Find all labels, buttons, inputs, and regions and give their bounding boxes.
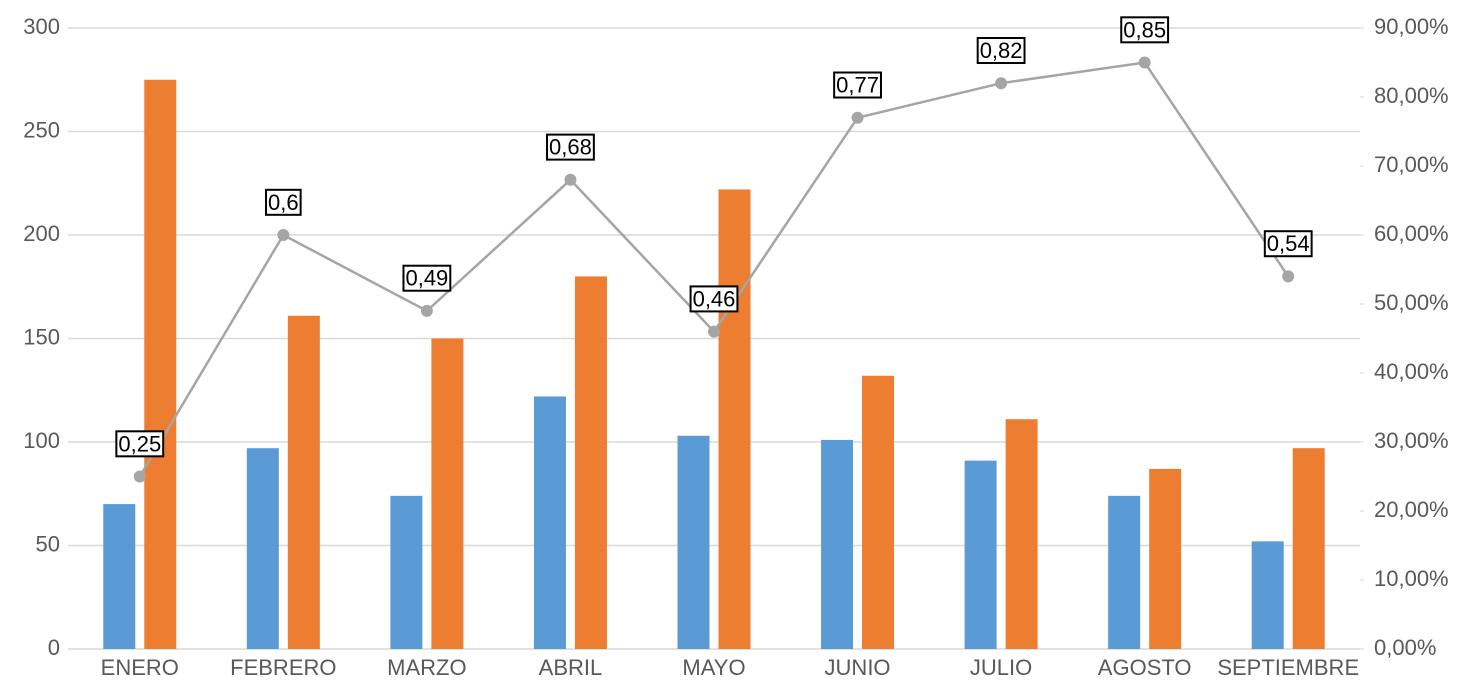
bar [103,504,136,649]
data-label-box [265,188,302,216]
y2-tick-label: 50,00% [1374,290,1449,315]
y2-tick-label: 80,00% [1374,83,1449,108]
bar [964,460,997,649]
y-tick-label: 50 [36,531,60,556]
bar [862,375,895,649]
bar [431,338,464,649]
bar [1108,495,1141,649]
data-label: 0,46 [693,286,736,311]
bar [1149,468,1182,649]
x-tick-label: AGOSTO [1098,655,1192,680]
y2-tick-label: 10,00% [1374,566,1449,591]
x-tick-label: JUNIO [825,655,891,680]
line-point [277,229,290,241]
data-label: 0,82 [980,38,1023,63]
data-label-box [546,133,595,161]
data-label-box [976,37,1026,65]
line-point [851,111,864,124]
bar [677,435,710,649]
data-label-box [402,264,452,292]
data-label: 0,25 [118,431,161,456]
y-tick-label: 250 [23,117,60,142]
y2-tick-label: 60,00% [1374,221,1449,246]
line-point [133,470,146,483]
line-point [708,325,720,338]
x-tick-label: MAYO [682,655,745,680]
x-tick-label: ABRIL [539,655,603,680]
bar [1251,541,1284,649]
bar [821,439,854,649]
y-tick-label: 0 [48,635,60,660]
data-label-box [1263,230,1313,258]
line-point [1282,270,1295,283]
y2-tick-label: 40,00% [1374,359,1449,384]
x-tick-label: MARZO [387,655,466,680]
y-tick-label: 150 [23,324,60,349]
data-label: 0,68 [549,135,592,160]
y2-tick-label: 30,00% [1374,428,1449,453]
x-tick-label: FEBRERO [230,655,336,680]
data-label: 0,6 [268,190,299,215]
y2-tick-label: 0,00% [1374,635,1436,660]
line-point [420,304,433,317]
y2-tick-label: 20,00% [1374,497,1449,522]
bar [574,276,607,649]
data-label-box [689,285,739,313]
y2-tick-label: 70,00% [1374,152,1449,177]
data-label: 0,49 [405,266,448,291]
bar [246,448,279,649]
data-label: 0,54 [1267,231,1310,256]
bar [287,315,320,649]
x-tick-label: SEPTIEMBRE [1217,655,1359,680]
x-tick-label: JULIO [970,655,1032,680]
data-label-box [833,71,882,99]
line-point [1138,56,1151,69]
data-label: 0,77 [836,73,879,98]
data-label-box [1120,16,1170,44]
y2-tick-label: 90,00% [1374,14,1449,39]
y-tick-label: 200 [23,221,60,246]
bar [533,396,566,649]
y-tick-label: 300 [23,14,60,39]
bar [1292,448,1325,649]
data-label: 0,85 [1123,17,1166,42]
bar [144,79,177,649]
line-point [564,173,577,186]
bar [390,495,423,649]
y-tick-label: 100 [23,428,60,453]
x-tick-label: ENERO [101,655,179,680]
bar [1005,419,1038,649]
line-point [995,77,1008,90]
data-label-box [115,430,165,458]
bar [718,189,751,649]
